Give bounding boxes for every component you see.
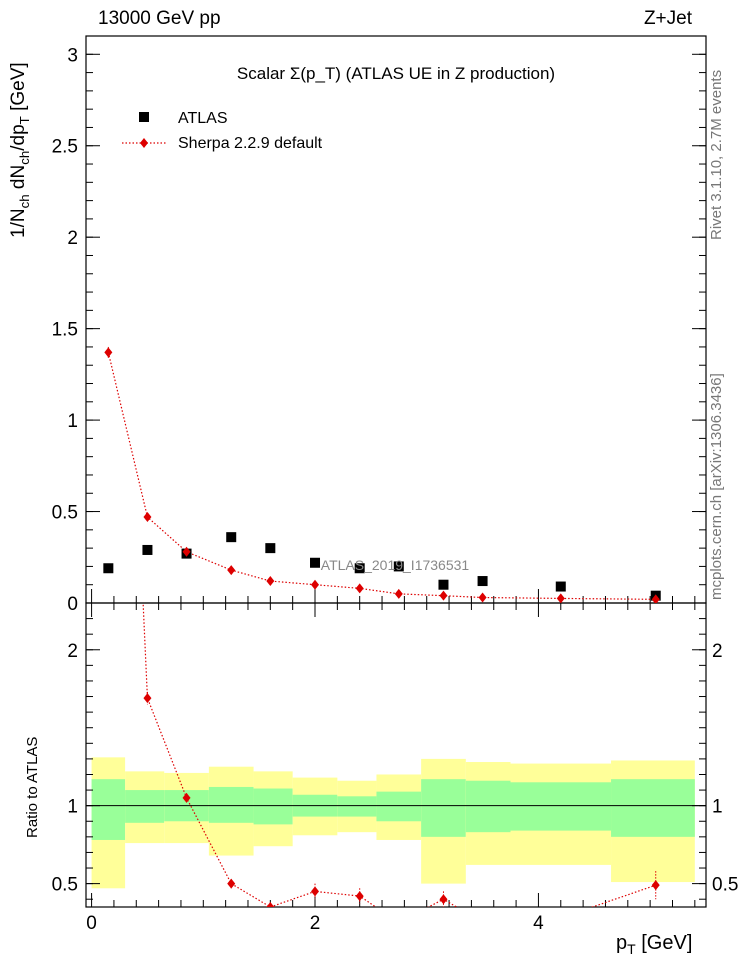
legend-label-sherpa: Sherpa 2.2.9 default bbox=[178, 135, 323, 152]
atlas-point bbox=[354, 563, 365, 574]
inner-band-bin bbox=[611, 779, 695, 837]
atlas-point bbox=[310, 557, 321, 568]
y-tick-label: 0.5 bbox=[52, 503, 78, 524]
ratio-point bbox=[355, 891, 364, 902]
inner-band-bin bbox=[510, 782, 612, 831]
chart-marks bbox=[103, 346, 661, 928]
sherpa-point bbox=[651, 594, 660, 603]
y-tick-label: 1 bbox=[67, 411, 78, 432]
legend-marker-sherpa bbox=[140, 138, 148, 148]
header-right: Z+Jet bbox=[643, 8, 692, 29]
sherpa-point bbox=[556, 593, 565, 603]
sherpa-point bbox=[355, 583, 364, 594]
y-tick-label: 1.5 bbox=[52, 320, 78, 341]
ratio-point bbox=[395, 918, 403, 928]
sherpa-line bbox=[107, 352, 656, 600]
atlas-point bbox=[265, 543, 276, 554]
y-tick-label: 2.5 bbox=[52, 137, 78, 158]
atlas-point bbox=[142, 544, 153, 555]
inner-band-bin bbox=[208, 786, 254, 823]
inner-band-bin bbox=[337, 796, 377, 817]
x-tick-label: 2 bbox=[310, 913, 321, 934]
y-tick-label: 3 bbox=[67, 45, 78, 66]
inner-band-bin bbox=[421, 779, 466, 837]
ratio-point bbox=[651, 880, 660, 891]
ratio-point bbox=[143, 693, 152, 704]
atlas-point bbox=[393, 561, 404, 572]
header-left: 13000 GeV pp bbox=[98, 8, 221, 29]
x-axis-title: pT [GeV] bbox=[616, 932, 693, 957]
x-tick-label: 0 bbox=[86, 913, 97, 934]
sherpa-point bbox=[439, 590, 448, 601]
plot-frames bbox=[85, 35, 707, 908]
inner-band-bin bbox=[125, 790, 165, 823]
watermark: ATLAS_2019_I1736531 bbox=[321, 557, 470, 573]
sherpa-point bbox=[182, 546, 191, 557]
sherpa-point bbox=[227, 565, 236, 576]
mc-lines bbox=[107, 352, 656, 907]
inner-band-bin bbox=[376, 791, 422, 822]
ratio-point bbox=[266, 902, 275, 907]
ratio-line bbox=[142, 603, 656, 907]
atlas-point bbox=[555, 581, 566, 592]
ratio-y-tick-label-right: 2 bbox=[712, 641, 723, 662]
legend-marker-atlas bbox=[139, 112, 149, 122]
rivet-label: Rivet 3.1.10, 2.7M events bbox=[708, 69, 725, 240]
atlas-point bbox=[438, 579, 449, 590]
x-tick-label: 4 bbox=[533, 913, 544, 934]
ratio-y-tick-label-right: 1 bbox=[712, 797, 723, 818]
ratio-point bbox=[182, 792, 191, 803]
chart-title: Scalar Σ(p_T) (ATLAS UE in Z production) bbox=[237, 64, 555, 83]
y-axis-title: 1/Nch dNch/dpT [GeV] bbox=[8, 62, 32, 238]
atlas-point bbox=[103, 563, 114, 574]
sherpa-point bbox=[266, 576, 275, 587]
inner-band-bin bbox=[91, 779, 126, 840]
y-tick-label: 2 bbox=[67, 228, 78, 249]
inner-band-bin bbox=[253, 788, 293, 825]
atlas-point bbox=[226, 532, 237, 543]
sherpa-point bbox=[478, 592, 487, 603]
ratio-y-tick-label: 0.5 bbox=[52, 875, 78, 896]
ratio-point bbox=[311, 886, 320, 897]
sherpa-point bbox=[143, 512, 152, 523]
ratio-point bbox=[227, 878, 236, 889]
inner-band-bin bbox=[465, 780, 511, 833]
mcplots-label: mcplots.cern.ch [arXiv:1306.3436] bbox=[708, 373, 725, 600]
chart-text: 0 0.5 1 1.5 2 2.5 3 0 2 4 0.5 0.5 1 1 2 2 Scalar Σ(p_T) … bbox=[52, 45, 739, 934]
sherpa-point bbox=[394, 588, 403, 599]
legend-label-atlas: ATLAS bbox=[178, 110, 228, 127]
sherpa-point bbox=[311, 579, 320, 590]
ratio-y-tick-label-right: 0.5 bbox=[712, 875, 738, 896]
y-tick-label: 0 bbox=[67, 594, 78, 615]
ratio-point bbox=[479, 918, 487, 928]
ratio-point bbox=[439, 894, 448, 905]
atlas-point bbox=[477, 576, 488, 587]
bottom-frame bbox=[85, 602, 707, 908]
ratio-point bbox=[557, 913, 565, 923]
sherpa-point bbox=[104, 347, 113, 358]
ratio-y-tick-label: 2 bbox=[67, 641, 78, 662]
ratio-axis-title: Ratio to ATLAS bbox=[24, 736, 41, 838]
ratio-bands bbox=[86, 757, 706, 889]
ratio-y-tick-label: 1 bbox=[67, 797, 78, 818]
